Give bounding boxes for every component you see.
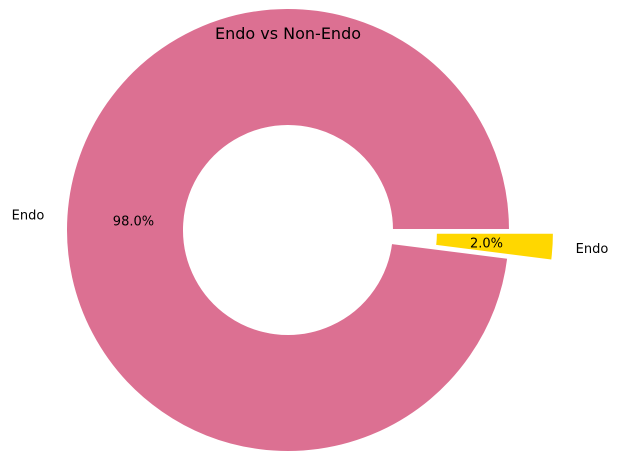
slice-0 (65, 7, 512, 453)
slice-1 (433, 231, 555, 262)
slices-group (65, 7, 555, 453)
slice-pct-label-0: 98.0% (113, 214, 154, 229)
slice-label-0: Endo (12, 209, 45, 224)
slice-pct-label-1: 2.0% (470, 236, 503, 251)
chart-title: Endo vs Non-Endo (215, 24, 361, 43)
slice-label-1: Endo (576, 242, 609, 257)
labels-group: Endo 98.0% Endo 2.0% (12, 209, 609, 257)
